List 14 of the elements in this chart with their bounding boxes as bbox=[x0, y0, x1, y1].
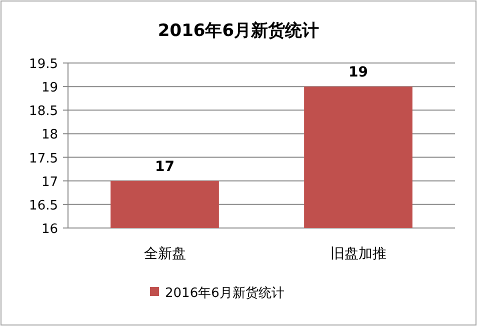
chart-title: 2016年6月新货统计 bbox=[158, 21, 320, 41]
y-tick-label: 18.5 bbox=[29, 104, 58, 120]
data-label: 17 bbox=[155, 158, 174, 175]
y-tick-label: 16 bbox=[41, 222, 58, 237]
data-label: 19 bbox=[348, 64, 368, 81]
y-tick-label: 16.5 bbox=[29, 198, 58, 214]
y-tick-label: 17.5 bbox=[29, 151, 58, 166]
x-tick-label: 全新盘 bbox=[144, 246, 186, 262]
y-tick-label: 19 bbox=[41, 80, 58, 96]
y-tick-label: 19.5 bbox=[29, 57, 58, 72]
y-tick-label: 17 bbox=[41, 174, 58, 190]
x-tick-label: 旧盘加推 bbox=[330, 246, 386, 262]
y-tick-label: 18 bbox=[41, 128, 58, 143]
legend-label: 2016年6月新货统计 bbox=[165, 286, 284, 301]
